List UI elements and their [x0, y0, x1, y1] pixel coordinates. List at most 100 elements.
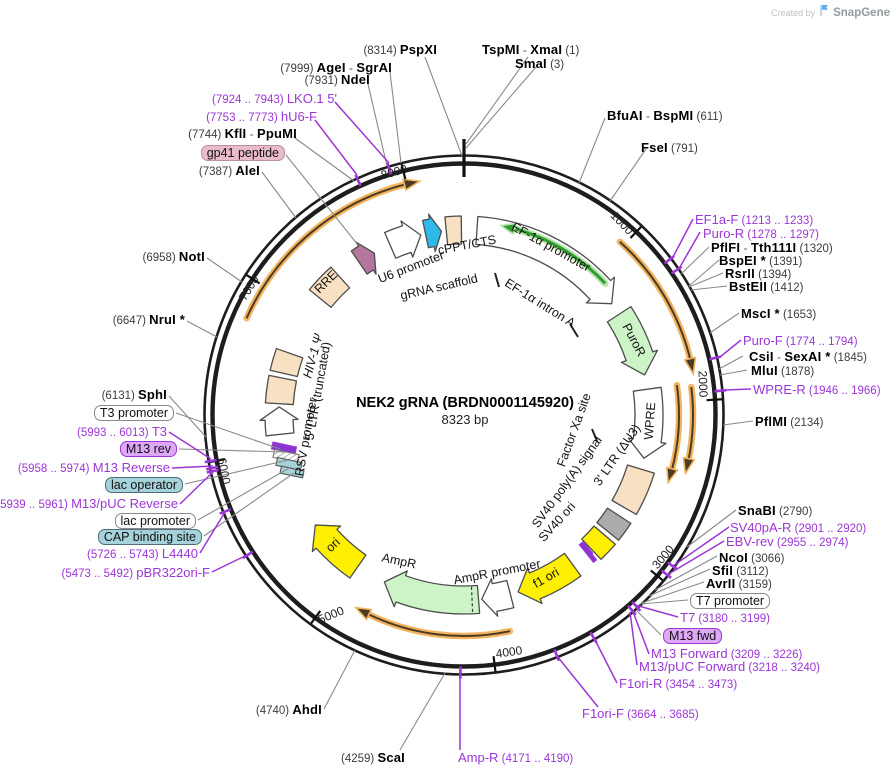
u6-promoter-arrow[interactable]: [383, 220, 422, 259]
label-f1ori-r[interactable]: F1ori-R (3454 .. 3473): [619, 676, 738, 691]
feature-label-rre[interactable]: RRE: [311, 267, 341, 297]
primer-mark: [663, 255, 675, 265]
label-mlui[interactable]: MluI (1878): [751, 363, 815, 378]
label-ahdi[interactable]: (4740) AhdI: [255, 702, 322, 717]
label-rsrii[interactable]: RsrII (1394): [725, 266, 792, 281]
ltr5-box[interactable]: [264, 374, 298, 406]
primer-mark: [205, 465, 219, 471]
primer-mark: [714, 388, 727, 393]
tick-8000: [400, 163, 407, 180]
hiv-psi-box[interactable]: [269, 347, 304, 378]
sv40pa-box[interactable]: [596, 507, 632, 541]
feature-label-cppt-cts[interactable]: cPPT/CTS: [436, 232, 498, 258]
feature-label-puror[interactable]: PuroR: [619, 321, 649, 359]
orf-direction-arrow-3: [665, 381, 683, 485]
grna-scaffold-arrow[interactable]: [421, 213, 443, 253]
label-lac-promoter[interactable]: lac promoter: [114, 513, 196, 529]
primer-mark: [354, 174, 362, 187]
feature-label-ampr[interactable]: AmpR: [380, 550, 418, 572]
ori-arrow[interactable]: [311, 524, 367, 579]
callout-lines: [168, 56, 754, 751]
feature-label-ori[interactable]: ori: [323, 535, 343, 555]
rre-box[interactable]: [308, 266, 351, 309]
label-t7-promoter[interactable]: T7 promoter: [690, 593, 771, 609]
feature-label-3-ltr-u3-[interactable]: 3' LTR (ΔU3): [590, 421, 644, 489]
label-noti[interactable]: (6958) NotI: [142, 249, 205, 264]
plasmid-title: NEK2 gRNA (BRDN0001145920): [356, 395, 574, 411]
ampr-divider: [470, 586, 474, 613]
label-kfli-ppumi[interactable]: (7744) KflI - PpuMI: [188, 126, 297, 141]
ampr-arrow[interactable]: [383, 570, 481, 615]
label-wpre-r[interactable]: WPRE-R (1946 .. 1966): [753, 382, 881, 397]
label-m13-fwd[interactable]: M13 fwd: [663, 628, 723, 644]
label-gp41-peptide[interactable]: gp41 peptide: [200, 145, 285, 161]
tick-5000: [310, 610, 322, 625]
label-lko15[interactable]: (7924 .. 7943) LKO.1 5': [212, 91, 337, 106]
gp41-arrow[interactable]: [350, 241, 377, 275]
label-bspei[interactable]: BspEI * (1391): [719, 253, 803, 268]
feature-label-ampr-promoter[interactable]: AmpR promoter: [452, 556, 542, 588]
label-m13-forward[interactable]: M13 Forward (3209 .. 3226): [651, 646, 803, 661]
label-ebv-rev[interactable]: EBV-rev (2955 .. 2974): [726, 534, 849, 549]
f1ori-arrow[interactable]: [517, 552, 582, 605]
label-amp-r[interactable]: Amp-R (4171 .. 4190): [458, 750, 574, 765]
label-msci[interactable]: MscI * (1653): [741, 306, 817, 321]
label-bsteii[interactable]: BstEII (1412): [729, 279, 804, 294]
label-l4440[interactable]: (5726 .. 5743) L4440: [87, 546, 198, 561]
label-smai[interactable]: SmaI (3): [515, 56, 565, 71]
label-sphi[interactable]: (6131) SphI: [101, 387, 167, 402]
label-t3[interactable]: (5993 .. 6013) T3: [77, 424, 167, 439]
label-pbr322orif[interactable]: (5473 .. 5492) pBR322ori-F: [61, 565, 210, 580]
label-bfuai-bspmi[interactable]: BfuAI - BspMI (611): [607, 108, 723, 123]
label-agei-sgrai[interactable]: (7999) AgeI - SgrAI: [280, 60, 392, 75]
label-t3-promoter[interactable]: T3 promoter: [93, 405, 174, 421]
wpre-arrow[interactable]: [627, 386, 667, 459]
label-sfii[interactable]: SfiI (3112): [712, 563, 769, 578]
label-ndei[interactable]: (7931) NdeI: [304, 72, 370, 87]
rsv-promoter-arrow[interactable]: [259, 406, 299, 437]
label-cap-binding-site[interactable]: CAP binding site: [97, 529, 202, 545]
label-f1ori-f[interactable]: F1ori-F (3664 .. 3685): [582, 706, 699, 721]
orf-direction-arrow-1: [616, 238, 697, 377]
label-csii-sexai[interactable]: CsiI - SexAI * (1845): [749, 349, 867, 364]
label-lac-operator[interactable]: lac operator: [104, 477, 183, 493]
label-avrii[interactable]: AvrII (3159): [706, 576, 772, 591]
primer-mark: [219, 508, 232, 515]
label-puro-f[interactable]: Puro-F (1774 .. 1794): [743, 333, 858, 348]
tick-label-5000: 5000: [315, 603, 347, 627]
label-sv40pa-r[interactable]: SV40pA-R (2901 .. 2920): [730, 520, 867, 535]
label-puro-r[interactable]: Puro-R (1278 .. 1297): [703, 226, 819, 241]
label-scai[interactable]: (4259) ScaI: [341, 750, 405, 765]
puror-arrow[interactable]: [606, 305, 659, 376]
label-fsei[interactable]: FseI (791): [641, 140, 698, 155]
feature-label-ef-1-promoter[interactable]: EF-1α promoter: [509, 219, 593, 275]
m13-fwd-primer-bar[interactable]: [584, 548, 598, 564]
label-ef1a-f[interactable]: EF1a-F (1213 .. 1233): [695, 212, 814, 227]
label-m13-puc-forward[interactable]: M13/pUC Forward (3218 .. 3240): [639, 659, 821, 674]
label-pflfi-tth111i[interactable]: PflFI - Tth111I (1320): [711, 240, 833, 255]
feature-label-grna-scaffold[interactable]: gRNA scaffold: [398, 271, 480, 303]
label-ncoi[interactable]: NcoI (3066): [719, 550, 785, 565]
label-hu6f[interactable]: (7753 .. 7773) hU6-F: [206, 109, 317, 124]
label-m13-reverse[interactable]: (5958 .. 5974) M13 Reverse: [17, 460, 170, 475]
feature-label-wpre[interactable]: WPRE: [641, 401, 659, 441]
label-pflmi[interactable]: PflMI (2134): [755, 414, 824, 429]
label-nrui[interactable]: (6647) NruI *: [112, 312, 185, 327]
label-snabi[interactable]: SnaBI (2790): [738, 503, 813, 518]
orf-direction-arrow-4: [353, 606, 514, 640]
ampr-promoter-arrow[interactable]: [481, 578, 515, 617]
label-pspxi[interactable]: (8314) PspXI: [363, 42, 437, 57]
cppt-box[interactable]: [444, 215, 463, 246]
primer-mark: [206, 468, 219, 474]
label-m13-puc-reverse[interactable]: (5939 .. 5961) M13/pUC Reverse: [0, 496, 178, 511]
label-m13-rev[interactable]: M13 rev: [119, 441, 177, 457]
label-alei[interactable]: (7387) AleI: [198, 163, 260, 178]
label-t7[interactable]: T7 (3180 .. 3199): [680, 610, 770, 625]
feature-label-ef-1-intron-a[interactable]: EF-1α intron A: [502, 275, 578, 331]
ef1a-promoter-arrow[interactable]: [475, 215, 616, 305]
snapgene-watermark: Created by SnapGene: [771, 4, 890, 22]
ltr3-box[interactable]: [611, 464, 655, 516]
sv40ori-box[interactable]: [581, 525, 616, 560]
label-tspmi-xmai[interactable]: TspMI - XmaI (1): [482, 42, 580, 57]
